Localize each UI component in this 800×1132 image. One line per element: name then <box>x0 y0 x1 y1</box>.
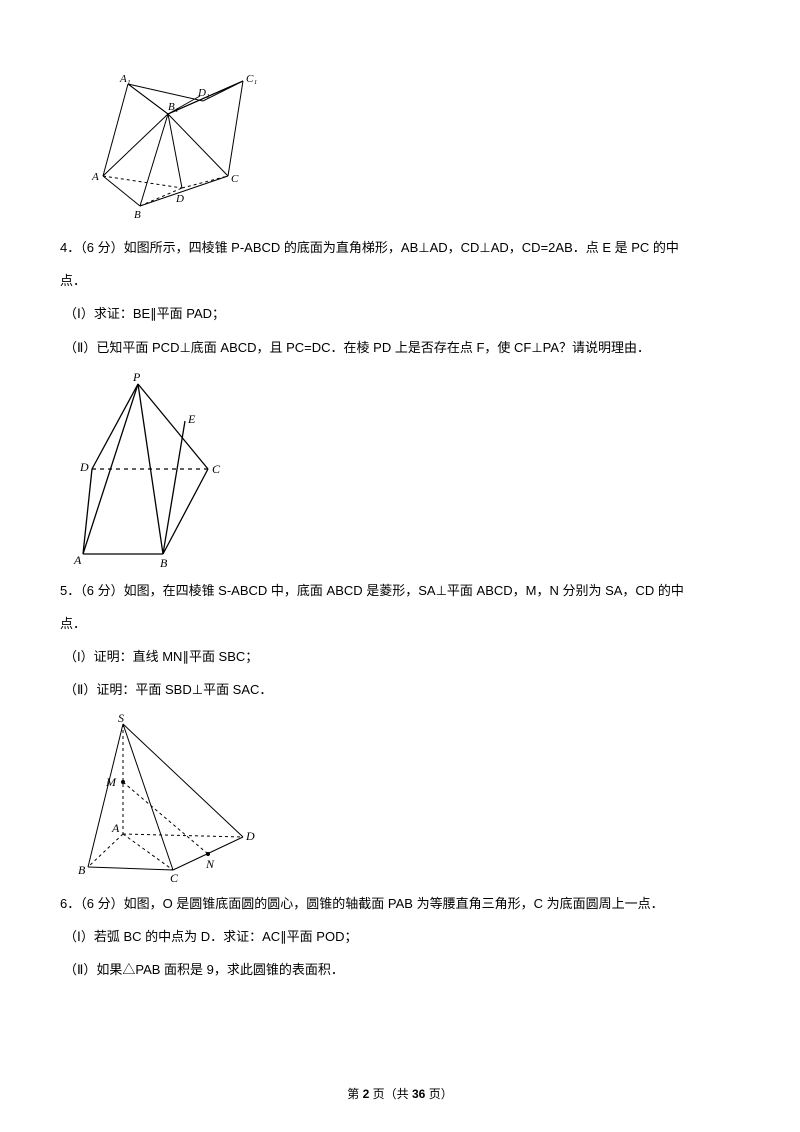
problem-5-line2: 点． <box>60 608 740 639</box>
label-P: P <box>132 370 141 384</box>
label-M: M <box>105 775 117 789</box>
problem-4-sub2: （Ⅱ）已知平面 PCD⊥底面 ABCD，且 PC=DC．在棱 PD 上是否存在点… <box>60 332 740 363</box>
page-content: A₁ B₁ C₁ D₁ A B C D 4．（6 分）如图所示，四棱锥 P-AB… <box>60 66 740 985</box>
label-A: A <box>91 171 99 183</box>
label-B1: B₁ <box>168 101 179 113</box>
problem-5-line1: 5．（6 分）如图，在四棱锥 S-ABCD 中，底面 ABCD 是菱形，SA⊥平… <box>60 575 740 606</box>
label-D3: D <box>245 829 255 843</box>
label-A1: A₁ <box>119 73 131 85</box>
problem-5-sub1: （I）证明：直线 MN∥平面 SBC； <box>60 641 740 672</box>
label-B: B <box>134 209 141 221</box>
label-C1: C₁ <box>246 73 257 85</box>
label-B3: B <box>78 863 86 877</box>
problem-4-line1: 4．（6 分）如图所示，四棱锥 P-ABCD 的底面为直角梯形，AB⊥AD，CD… <box>60 232 740 263</box>
footer-total: 36 <box>412 1087 425 1101</box>
label-C: C <box>231 173 239 185</box>
problem-4-line2: 点． <box>60 265 740 296</box>
page-footer: 第 2 页（共 36 页） <box>0 1085 800 1102</box>
label-B2: B <box>160 556 168 569</box>
figure-3: S M A D N B C <box>68 712 740 882</box>
footer-suffix: 页） <box>425 1087 452 1101</box>
label-D2: D <box>79 460 89 474</box>
label-D1: D₁ <box>197 87 210 99</box>
label-E: E <box>187 412 196 426</box>
figure-2: P E D C A B <box>68 369 740 569</box>
footer-prefix: 第 <box>347 1087 362 1101</box>
footer-middle: 页（共 <box>369 1087 412 1101</box>
label-D: D <box>175 193 184 205</box>
figure-1: A₁ B₁ C₁ D₁ A B C D <box>68 66 740 226</box>
problem-6-sub1: （Ⅰ）若弧 BC 的中点为 D．求证：AC∥平面 POD； <box>60 921 740 952</box>
label-S: S <box>118 712 124 725</box>
problem-6-line1: 6．（6 分）如图，O 是圆锥底面圆的圆心，圆锥的轴截面 PAB 为等腰直角三角… <box>60 888 740 919</box>
label-C3: C <box>170 871 179 882</box>
label-A2: A <box>73 553 82 567</box>
label-A3: A <box>111 821 120 835</box>
problem-6-sub2: （Ⅱ）如果△PAB 面积是 9，求此圆锥的表面积． <box>60 954 740 985</box>
problem-5-sub2: （Ⅱ）证明：平面 SBD⊥平面 SAC． <box>60 674 740 705</box>
label-C2: C <box>212 462 221 476</box>
label-N: N <box>205 857 215 871</box>
problem-4-sub1: （Ⅰ）求证：BE∥平面 PAD； <box>60 298 740 329</box>
